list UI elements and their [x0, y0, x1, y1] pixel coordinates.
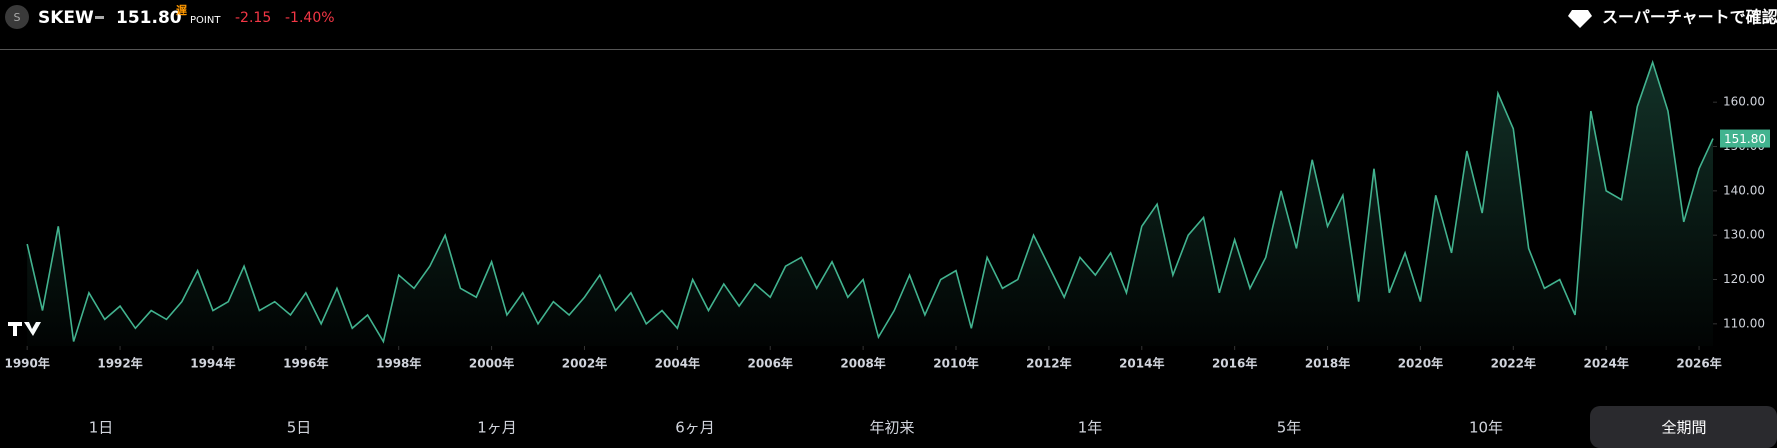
range-button[interactable]: 5日: [287, 419, 312, 437]
selected-range-bg: [1590, 406, 1777, 448]
delayed-badge: 遅: [176, 4, 187, 17]
separator: [95, 16, 104, 19]
cta-icon[interactable]: [1568, 10, 1592, 28]
last-value-label: 151.80: [1724, 132, 1766, 146]
x-tick-label: 2008年: [840, 356, 885, 371]
range-button[interactable]: 全期間: [1661, 419, 1706, 437]
x-tick-label: 2010年: [933, 356, 978, 371]
x-tick-label: 2000年: [469, 356, 514, 371]
change: -2.15: [235, 10, 271, 26]
cta-link[interactable]: スーパーチャートで確認: [1602, 8, 1777, 27]
symbol-initial: S: [14, 11, 21, 24]
range-button[interactable]: 1年: [1078, 419, 1103, 437]
y-tick-label: 120.00: [1723, 272, 1765, 286]
y-tick-label: 160.00: [1723, 95, 1765, 109]
x-tick-label: 2018年: [1305, 356, 1350, 371]
x-tick-label: 2020年: [1398, 356, 1443, 371]
x-tick-label: 2016年: [1212, 356, 1257, 371]
price: 151.80: [116, 8, 182, 28]
x-tick-label: 2002年: [562, 356, 607, 371]
range-button[interactable]: 1ヶ月: [477, 419, 517, 437]
x-tick-label: 1992年: [97, 356, 142, 371]
x-tick-label: 2006年: [748, 356, 793, 371]
x-tick-label: 1996年: [283, 356, 328, 371]
symbol-icon: [5, 5, 29, 29]
y-tick-label: 110.00: [1723, 316, 1765, 330]
x-tick-label: 2024年: [1583, 356, 1628, 371]
unit: POINT: [190, 15, 221, 26]
x-tick-label: 2012年: [1026, 356, 1071, 371]
x-tick-label: 1998年: [376, 356, 421, 371]
x-tick-label: 1994年: [190, 356, 235, 371]
x-tick-label: 2022年: [1491, 356, 1536, 371]
x-tick-label: 1990年: [4, 356, 49, 371]
range-button[interactable]: 1日: [89, 419, 114, 437]
area: [27, 62, 1714, 347]
y-tick-label: 140.00: [1723, 183, 1765, 197]
symbol[interactable]: SKEW: [38, 8, 94, 28]
x-tick-label: 2004年: [655, 356, 700, 371]
line: [26, 59, 1714, 344]
change-pct: -1.40%: [285, 10, 335, 26]
range-button[interactable]: 6ヶ月: [675, 419, 715, 437]
last-value-badge: [1720, 129, 1770, 148]
y-tick-label: 130.00: [1723, 228, 1765, 242]
x-tick-label: 2014年: [1119, 356, 1164, 371]
range-button[interactable]: 5年: [1277, 419, 1302, 437]
range-button[interactable]: 10年: [1469, 419, 1503, 437]
x-tick-label: 2026年: [1676, 356, 1721, 371]
range-button[interactable]: 年初来: [869, 419, 914, 437]
